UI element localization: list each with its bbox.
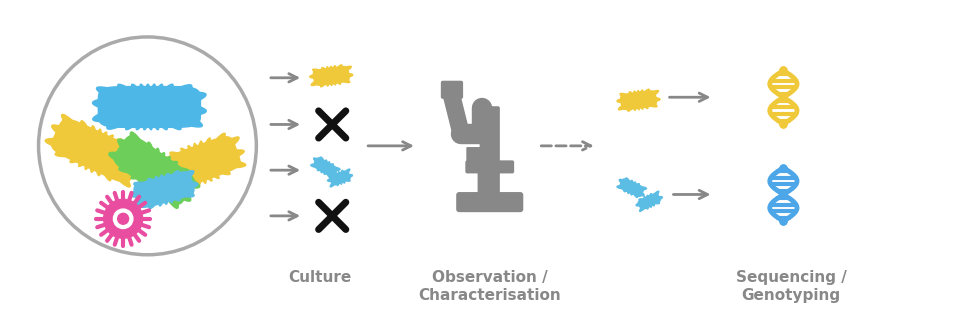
- FancyBboxPatch shape: [441, 81, 463, 99]
- Polygon shape: [45, 114, 147, 187]
- Polygon shape: [154, 133, 246, 193]
- Polygon shape: [130, 171, 198, 209]
- Polygon shape: [310, 157, 340, 177]
- Circle shape: [104, 199, 142, 238]
- Polygon shape: [617, 178, 647, 197]
- Text: Culture: Culture: [288, 270, 351, 285]
- FancyBboxPatch shape: [480, 106, 500, 200]
- Polygon shape: [92, 84, 207, 130]
- Circle shape: [113, 209, 133, 229]
- FancyBboxPatch shape: [456, 192, 524, 212]
- FancyBboxPatch shape: [466, 147, 480, 167]
- Text: Sequencing /
Genotyping: Sequencing / Genotyping: [736, 270, 847, 303]
- Polygon shape: [617, 89, 660, 111]
- Circle shape: [117, 213, 129, 224]
- FancyBboxPatch shape: [478, 170, 496, 199]
- Polygon shape: [309, 65, 353, 87]
- Polygon shape: [636, 191, 662, 211]
- Polygon shape: [328, 169, 353, 187]
- Text: Observation /
Characterisation: Observation / Characterisation: [418, 270, 561, 303]
- FancyBboxPatch shape: [465, 160, 514, 173]
- Polygon shape: [109, 132, 200, 208]
